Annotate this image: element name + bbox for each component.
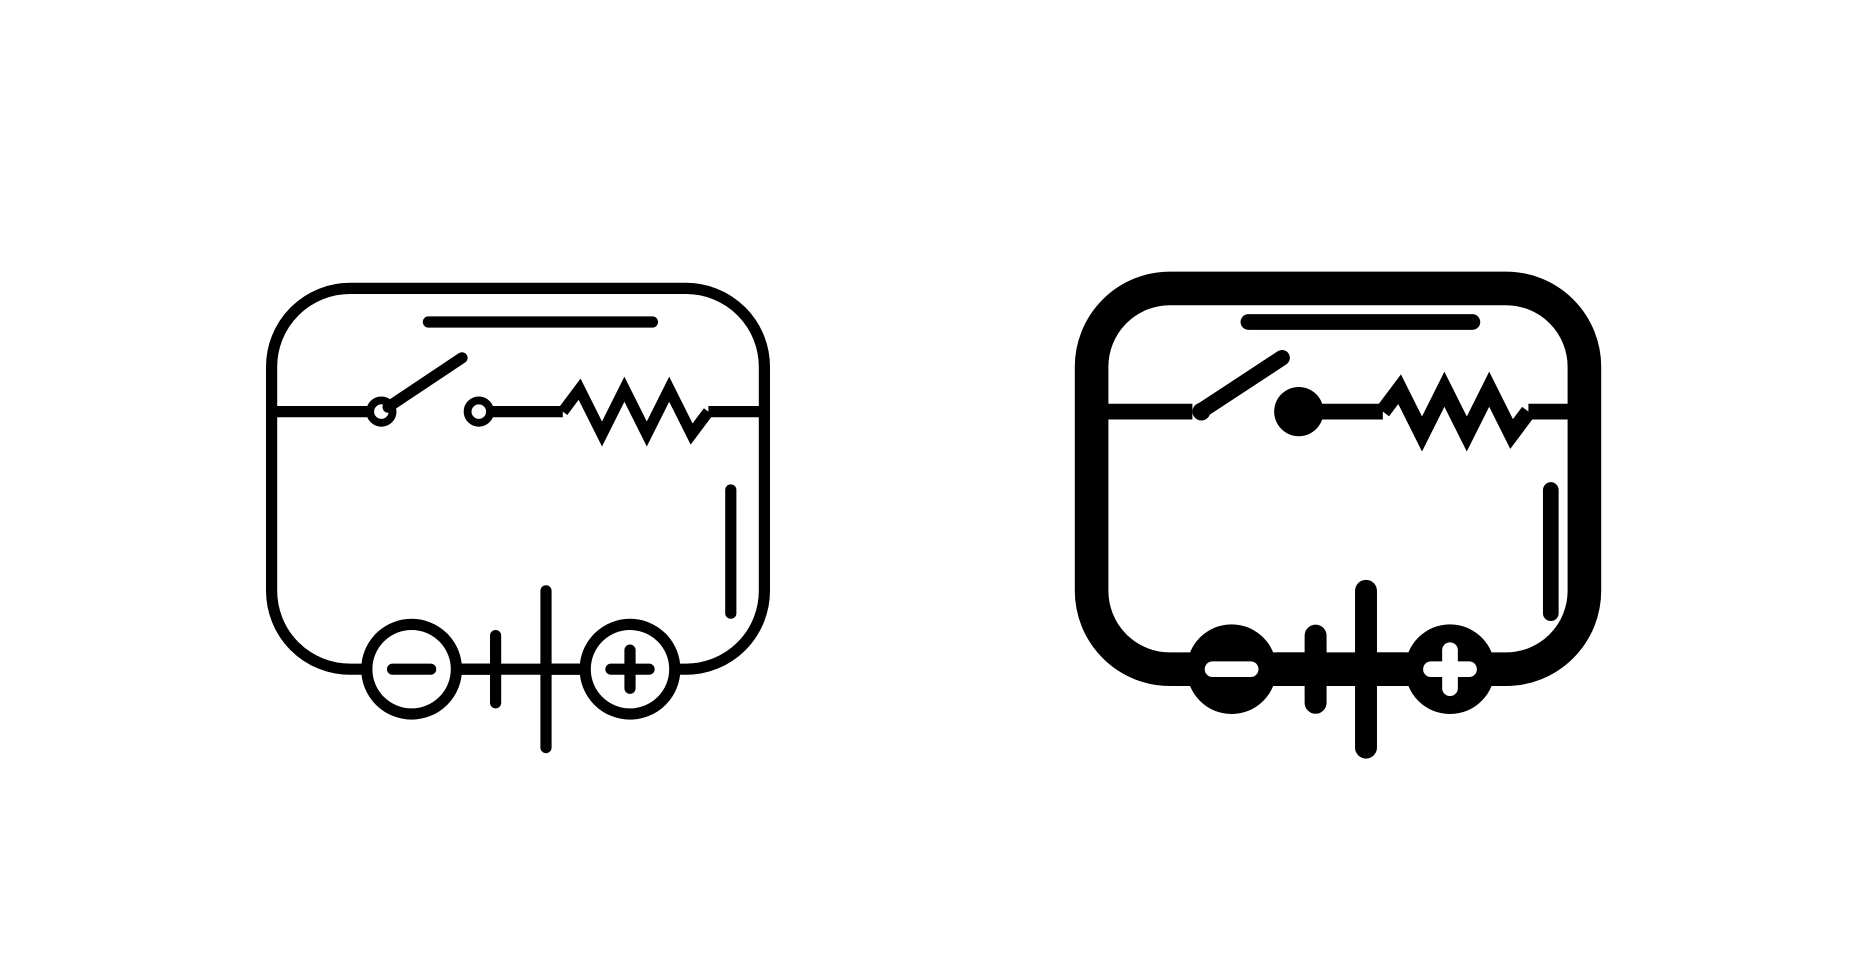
- circuit-icon-outline: [238, 210, 798, 770]
- circuit-icon-bold: [1058, 210, 1618, 770]
- icon-pair-canvas: [0, 0, 1856, 980]
